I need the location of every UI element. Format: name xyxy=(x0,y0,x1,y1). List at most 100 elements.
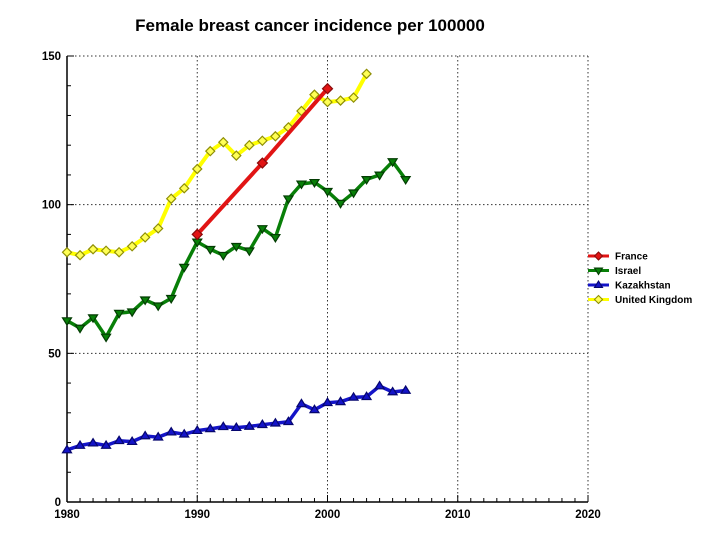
legend-label: Kazakhstan xyxy=(615,281,671,292)
series-united-kingdom xyxy=(61,68,372,261)
x-tick-label: 2000 xyxy=(315,509,341,521)
series-marker xyxy=(74,249,86,261)
series-marker xyxy=(347,391,360,401)
series-marker xyxy=(321,397,334,407)
series-marker xyxy=(178,428,190,438)
legend-marker-triangle-up-icon xyxy=(593,279,604,289)
series-marker xyxy=(100,245,112,257)
series-marker xyxy=(74,324,86,334)
series-marker xyxy=(87,243,99,255)
series-marker xyxy=(165,294,177,304)
series-marker xyxy=(256,419,268,429)
series-marker xyxy=(374,171,386,181)
series-marker xyxy=(282,416,295,426)
series-marker xyxy=(230,422,242,432)
series-marker xyxy=(348,92,359,103)
legend-item-france: France xyxy=(588,251,648,263)
legend-label: Israel xyxy=(615,266,641,277)
series-marker xyxy=(321,82,334,95)
x-tick-label: 2010 xyxy=(445,509,471,521)
series-marker xyxy=(334,396,347,406)
tick-labels: 0 50 100 150 1980 1990 2000 2010 2020 xyxy=(42,51,601,521)
series-marker xyxy=(61,246,73,258)
legend: France Israel Kazakhstan United Kingdom xyxy=(588,251,692,306)
series-marker xyxy=(126,240,138,252)
series-marker xyxy=(360,391,373,401)
series-marker xyxy=(217,421,229,431)
series-marker xyxy=(270,130,281,142)
series-marker xyxy=(322,96,333,108)
series-marker xyxy=(374,380,386,390)
series-marker xyxy=(191,228,204,241)
series-marker xyxy=(361,68,372,80)
series-marker xyxy=(61,317,73,327)
series-marker xyxy=(139,430,151,440)
series-marker xyxy=(309,89,320,101)
series-marker xyxy=(230,242,242,252)
series-kazakhstan xyxy=(61,380,412,454)
legend-marker-diamond-open-icon xyxy=(593,294,604,305)
series-marker xyxy=(139,232,151,243)
series-marker xyxy=(165,193,177,205)
series-marker xyxy=(100,333,112,343)
series-marker xyxy=(243,420,255,430)
y-tick-label: 50 xyxy=(48,348,61,360)
series-marker xyxy=(387,386,399,396)
series-marker xyxy=(347,189,360,199)
series-israel xyxy=(61,158,412,343)
series-marker xyxy=(295,180,308,190)
series-marker xyxy=(269,233,281,244)
series-marker xyxy=(152,431,164,441)
y-tick-label: 100 xyxy=(42,200,61,212)
series-marker xyxy=(308,178,321,189)
chart-title: Female breast cancer incidence per 10000… xyxy=(135,16,485,35)
series-marker xyxy=(334,199,347,209)
series-marker xyxy=(178,182,190,194)
series-marker xyxy=(321,187,334,197)
series-marker xyxy=(308,404,321,414)
series-marker xyxy=(335,95,346,106)
series-marker xyxy=(165,426,177,436)
series-marker xyxy=(256,157,269,169)
series-marker xyxy=(217,136,229,148)
series-marker xyxy=(204,423,216,433)
series-marker xyxy=(257,135,268,147)
series-marker xyxy=(282,195,295,205)
series-line xyxy=(65,71,369,258)
series-marker xyxy=(191,424,203,435)
series-marker xyxy=(113,309,125,319)
series-marker xyxy=(87,314,99,324)
series-marker xyxy=(360,176,373,186)
series-marker xyxy=(139,296,151,306)
series-marker xyxy=(387,158,399,168)
series-marker xyxy=(269,417,281,427)
y-tick-label: 150 xyxy=(42,51,61,63)
series-marker xyxy=(113,435,125,445)
series-marker xyxy=(152,302,164,312)
series-marker xyxy=(61,444,73,454)
series-marker xyxy=(74,439,86,449)
series-france xyxy=(191,82,334,241)
legend-item-kazakhstan: Kazakhstan xyxy=(588,279,671,292)
legend-item-israel: Israel xyxy=(588,266,641,277)
series-marker xyxy=(100,439,112,449)
series-marker xyxy=(178,263,190,273)
x-tick-label: 1990 xyxy=(184,509,210,521)
series-marker xyxy=(217,251,229,261)
series-marker xyxy=(256,225,268,235)
series-marker xyxy=(126,308,138,318)
gridlines xyxy=(67,55,589,502)
series-marker xyxy=(400,384,412,394)
x-tick-label: 2020 xyxy=(575,509,601,521)
series-marker xyxy=(230,150,242,161)
y-tick-label: 0 xyxy=(55,497,61,509)
series-marker xyxy=(191,163,203,175)
legend-marker-triangle-down-icon xyxy=(593,267,604,276)
series-marker xyxy=(204,245,216,255)
legend-label: France xyxy=(615,252,648,263)
series-marker xyxy=(126,435,138,446)
series-marker xyxy=(152,223,164,234)
series-marker xyxy=(87,437,99,447)
